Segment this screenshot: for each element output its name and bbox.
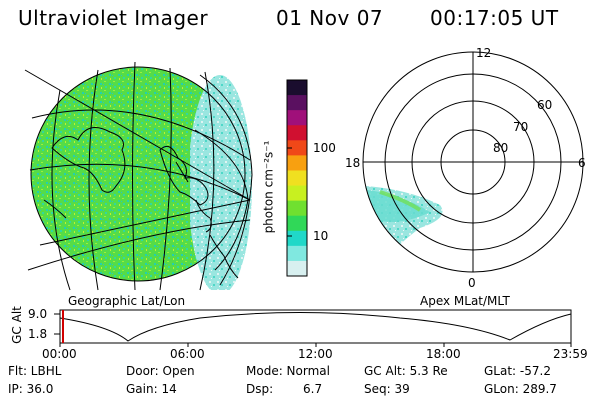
geographic-caption: Geographic Lat/Lon <box>68 294 186 308</box>
altitude-xtick-1200: 12:00 <box>298 347 333 361</box>
altitude-xtick-1800: 18:00 <box>426 347 461 361</box>
info-door: Door: Open <box>126 364 195 378</box>
apex-polar-plot <box>362 51 584 273</box>
mlat-label-80: 80 <box>493 141 509 155</box>
apex-caption: Apex MLat/MLT <box>420 294 510 308</box>
date-label: 01 Nov 07 <box>276 6 384 30</box>
colorbar-segment <box>287 245 307 262</box>
altitude-xtick-2359: 23:59 <box>553 347 588 361</box>
mlat-label-70: 70 <box>513 120 529 134</box>
mlt-label-12: 12 <box>476 46 492 60</box>
altitude-xtick-0000: 00:00 <box>42 347 77 361</box>
colorbar-segment <box>287 140 307 156</box>
colorbar-segment <box>287 170 307 187</box>
mlat-label-60: 60 <box>537 98 553 112</box>
info-gain: Gain: 14 <box>126 382 177 396</box>
colorbar-tick-100: 100 <box>313 141 336 155</box>
colorbar-segment <box>287 200 307 217</box>
mlt-label-18: 18 <box>345 156 361 170</box>
altitude-ylabel: GC Alt <box>9 306 24 344</box>
colorbar-segment <box>287 125 307 141</box>
altitude-xtick-0600: 06:00 <box>170 347 205 361</box>
time-label: 00:17:05 UT <box>430 6 559 30</box>
info-glat: GLat: -57.2 <box>484 364 551 378</box>
colorbar-segment <box>287 110 307 126</box>
instrument-title: Ultraviolet Imager <box>18 6 209 30</box>
info-seq: Seq: 39 <box>364 382 410 396</box>
colorbar-tick-10: 10 <box>313 229 329 243</box>
colorbar-segment <box>287 215 307 232</box>
info-dsp-value: 6.7 <box>303 382 323 396</box>
colorbar-segment <box>287 260 307 277</box>
altitude-plot <box>54 309 572 347</box>
colorbar-segment <box>287 95 307 111</box>
colorbar-unit-label: photon cm⁻²s⁻¹ <box>261 140 276 234</box>
info-ip: IP: 36.0 <box>8 382 54 396</box>
info-mode: Mode: Normal <box>246 364 330 378</box>
geographic-image <box>24 61 253 291</box>
colorbar-segment <box>287 185 307 202</box>
colorbar-segment <box>287 230 307 247</box>
altitude-ytick-low: 1.8 <box>28 327 48 341</box>
info-gc-alt: GC Alt: 5.3 Re <box>364 364 448 378</box>
info-dsp-label: Dsp: <box>246 382 274 396</box>
altitude-ytick-high: 9.0 <box>28 307 48 321</box>
info-glon: GLon: 289.7 <box>484 382 557 396</box>
mlt-label-0: 0 <box>468 276 476 290</box>
colorbar <box>286 79 308 277</box>
info-flt: Flt: LBHL <box>8 364 62 378</box>
colorbar-segment <box>287 155 307 171</box>
colorbar-segment <box>287 80 307 96</box>
mlt-label-6: 6 <box>578 156 586 170</box>
